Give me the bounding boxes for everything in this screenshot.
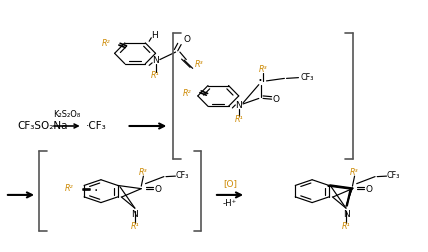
Text: CF₃SO₂Na: CF₃SO₂Na — [17, 121, 67, 131]
Text: R³: R³ — [350, 168, 359, 177]
Text: N: N — [235, 102, 242, 110]
Text: R²: R² — [65, 184, 73, 193]
Polygon shape — [328, 185, 353, 189]
Text: R²: R² — [102, 39, 110, 48]
Text: O: O — [155, 185, 162, 194]
Text: R¹: R¹ — [151, 71, 160, 80]
Text: R¹: R¹ — [131, 222, 139, 231]
Text: N: N — [152, 56, 159, 65]
Text: H: H — [151, 31, 158, 40]
Text: ·CF₃: ·CF₃ — [86, 121, 107, 131]
Text: R¹: R¹ — [235, 115, 243, 124]
Text: N: N — [343, 210, 349, 219]
Text: ·: · — [257, 74, 262, 89]
Text: CF₃: CF₃ — [175, 171, 189, 180]
Text: R³: R³ — [195, 60, 203, 69]
Text: -H⁺: -H⁺ — [223, 199, 237, 208]
Text: [O]: [O] — [223, 179, 237, 188]
Text: O: O — [183, 35, 190, 44]
Text: R³: R³ — [139, 168, 148, 177]
Text: O: O — [272, 95, 279, 104]
Text: O: O — [366, 185, 373, 194]
Text: K₂S₂O₈: K₂S₂O₈ — [53, 110, 80, 119]
Text: R¹: R¹ — [342, 222, 351, 231]
Text: ·: · — [94, 184, 98, 198]
Text: CF₃: CF₃ — [387, 171, 400, 180]
Text: N: N — [131, 210, 138, 219]
Text: R³: R³ — [259, 65, 268, 74]
Text: CF₃: CF₃ — [300, 73, 314, 82]
Text: R²: R² — [183, 89, 192, 98]
